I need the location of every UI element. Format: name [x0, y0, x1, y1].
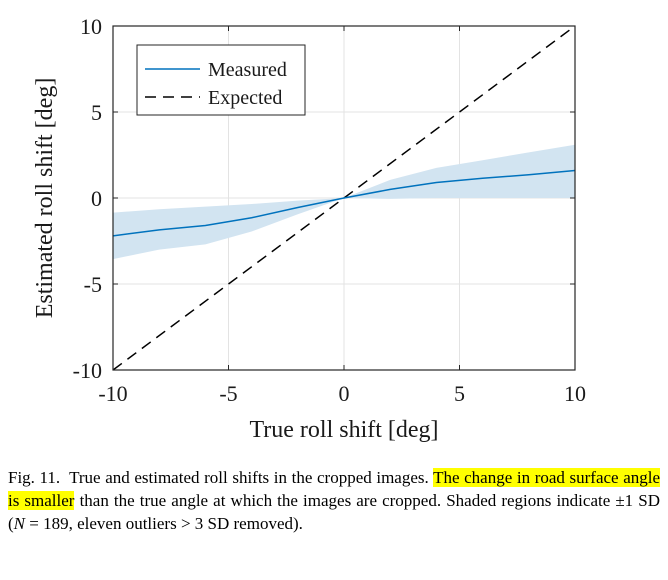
roll-shift-chart: -10 -5 0 5 10 10 5 0 -5 -10 True roll shift [deg]…: [0, 0, 668, 450]
x-tick-label: 10: [564, 381, 586, 406]
legend-label-expected: Expected: [208, 87, 282, 109]
y-tick-label: 0: [91, 186, 102, 211]
chart-svg: -10 -5 0 5 10 10 5 0 -5 -10 True roll shift [deg]…: [0, 0, 668, 450]
caption-math-n: N: [14, 514, 25, 533]
x-axis-title: True roll shift [deg]: [249, 417, 438, 443]
y-tick-label: 10: [80, 14, 102, 39]
x-tick-label: 5: [454, 381, 465, 406]
caption-label: Fig. 11.: [8, 468, 60, 487]
y-axis-title: Estimated roll shift [deg]: [32, 78, 58, 319]
legend: Measured Expected: [137, 45, 305, 115]
x-tick-label: -10: [98, 381, 127, 406]
y-tick-label: -5: [84, 272, 102, 297]
y-tick-label: -10: [73, 358, 102, 383]
x-tick-label: -5: [219, 381, 237, 406]
caption-text-3: = 189, eleven outliers > 3 SD removed).: [29, 514, 303, 533]
figure-caption: Fig. 11. True and estimated roll shifts …: [8, 466, 660, 535]
legend-label-measured: Measured: [208, 59, 287, 81]
x-tick-label: 0: [339, 381, 350, 406]
y-tick-label: 5: [91, 100, 102, 125]
caption-text-1: True and estimated roll shifts in the cr…: [69, 468, 429, 487]
